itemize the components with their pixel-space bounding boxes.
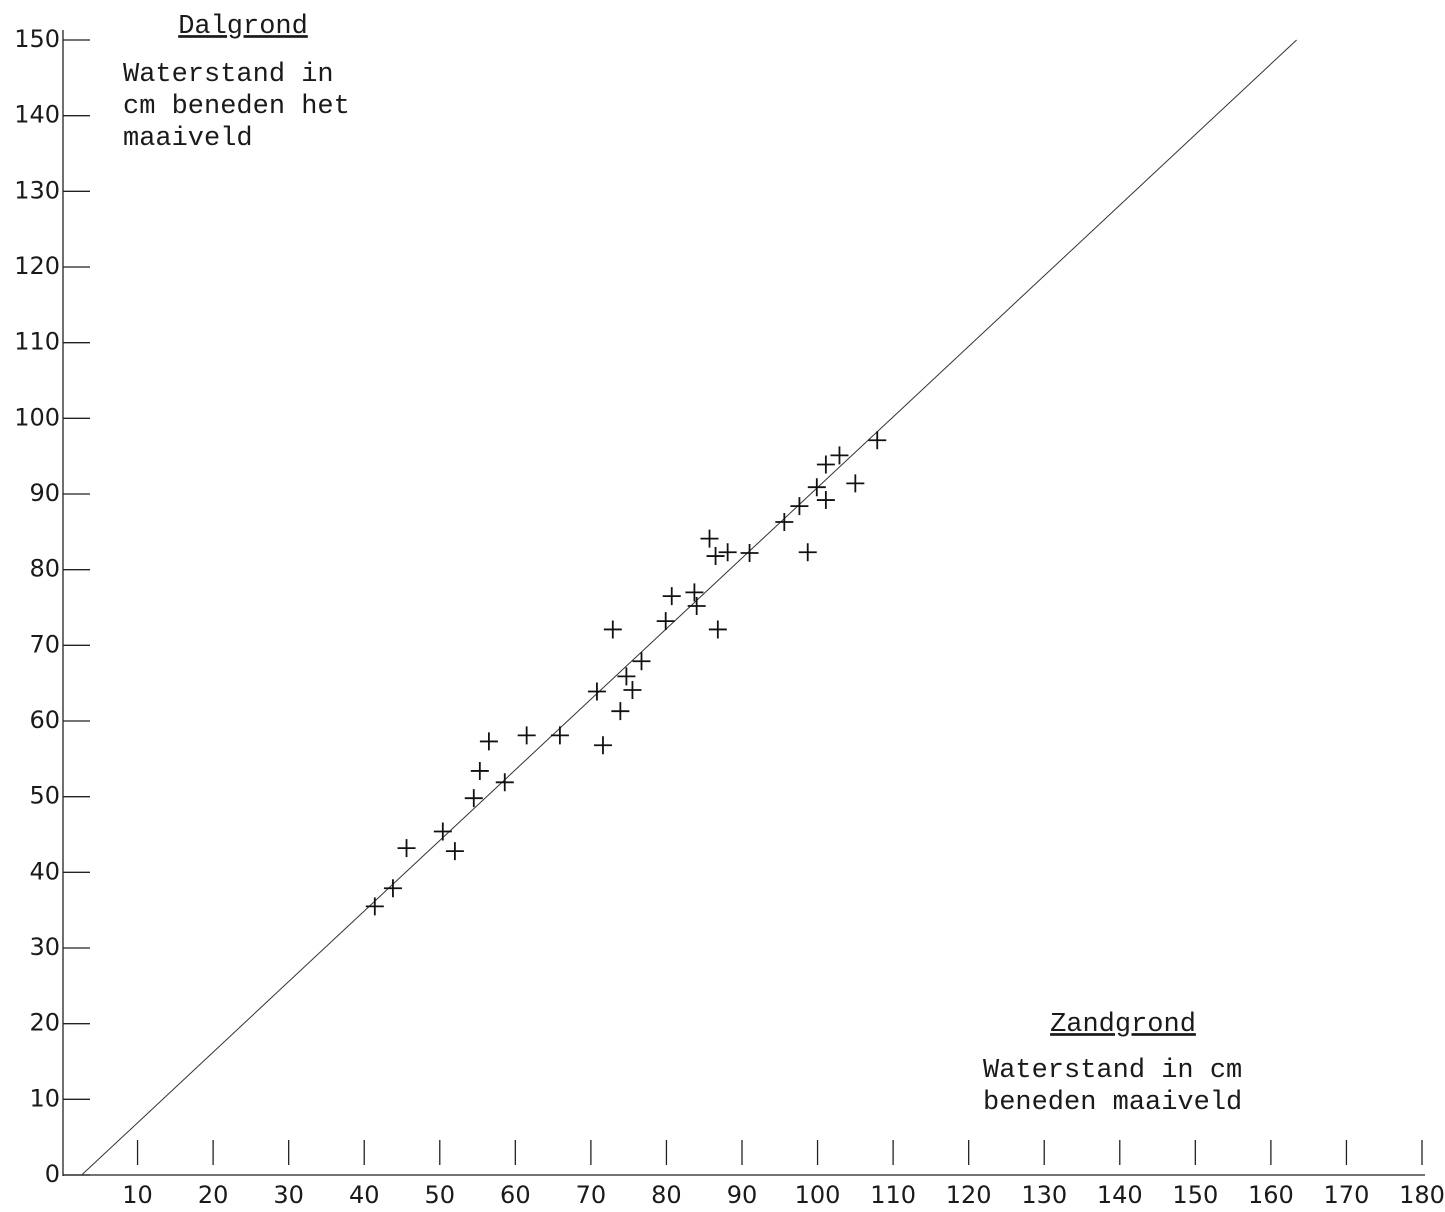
x-tick-label: 90 <box>727 1181 758 1209</box>
annotation-heading: Dalgrond <box>178 12 308 42</box>
y-tick-label: 120 <box>14 252 60 280</box>
point <box>495 773 514 792</box>
point <box>816 455 835 474</box>
x-tick-label: 80 <box>651 1181 682 1209</box>
point <box>593 736 612 755</box>
point <box>397 839 416 858</box>
point <box>868 431 887 450</box>
x-tick-label: 170 <box>1324 1181 1370 1209</box>
y-tick-label: 40 <box>29 857 60 885</box>
y-tick-label: 110 <box>14 328 60 356</box>
y-tick-label: 10 <box>29 1084 60 1112</box>
y-tick-label: 80 <box>29 555 60 583</box>
point <box>603 620 622 639</box>
x-tick-label: 30 <box>273 1181 304 1209</box>
point <box>611 702 630 721</box>
point <box>632 652 651 671</box>
point <box>846 474 865 493</box>
x-tick-label: 110 <box>870 1181 916 1209</box>
point <box>550 726 569 745</box>
point <box>740 544 759 563</box>
point <box>464 789 483 808</box>
point <box>365 897 384 916</box>
point <box>685 583 704 602</box>
point <box>445 842 464 861</box>
point <box>617 667 636 686</box>
point <box>662 587 681 606</box>
x-tick-label: 140 <box>1097 1181 1143 1209</box>
point <box>383 879 402 898</box>
y-tick-label: 60 <box>29 706 60 734</box>
point <box>687 596 706 615</box>
x-tick-label: 120 <box>946 1181 992 1209</box>
x-tick-label: 150 <box>1172 1181 1218 1209</box>
annotation-line: beneden maaiveld <box>983 1088 1242 1118</box>
point <box>718 543 737 562</box>
point <box>706 547 725 566</box>
fit-line <box>81 39 1297 1176</box>
y-tick-label: 20 <box>29 1009 60 1037</box>
point <box>708 620 727 639</box>
x-tick-label: 180 <box>1399 1181 1445 1209</box>
y-tick-label: 70 <box>29 630 60 658</box>
point <box>517 726 536 745</box>
x-tick-label: 50 <box>425 1181 456 1209</box>
x-tick-label: 20 <box>198 1181 229 1209</box>
y-tick-label: 90 <box>29 479 60 507</box>
y-tick-label: 100 <box>14 403 60 431</box>
y-tick-label: 50 <box>29 782 60 810</box>
x-tick-label: 160 <box>1248 1181 1294 1209</box>
x-tick-label: 40 <box>349 1181 380 1209</box>
point <box>798 543 817 562</box>
point <box>700 529 719 548</box>
x-tick-label: 100 <box>795 1181 841 1209</box>
point <box>587 682 606 701</box>
annotation-line: Waterstand in <box>123 60 334 90</box>
point <box>816 491 835 510</box>
x-tick-label: 10 <box>122 1181 153 1209</box>
annotation-line: maaiveld <box>123 124 253 154</box>
y-tick-label: 140 <box>14 101 60 129</box>
y-tick-label: 0 <box>45 1160 60 1188</box>
annotation-line: cm beneden het <box>123 92 350 122</box>
point <box>433 822 452 841</box>
point <box>470 761 489 780</box>
y-tick-label: 150 <box>14 25 60 53</box>
annotation-heading: Zandgrond <box>1050 1010 1196 1040</box>
point <box>623 680 642 699</box>
x-tick-label: 60 <box>500 1181 531 1209</box>
point <box>656 612 675 631</box>
point <box>775 512 794 531</box>
point <box>790 497 809 516</box>
point <box>479 732 498 751</box>
point <box>807 478 826 497</box>
y-tick-label: 130 <box>14 176 60 204</box>
annotation-line: Waterstand in cm <box>983 1056 1242 1086</box>
y-tick-label: 30 <box>29 933 60 961</box>
point <box>830 446 849 465</box>
x-tick-label: 70 <box>576 1181 607 1209</box>
x-tick-label: 130 <box>1021 1181 1067 1209</box>
